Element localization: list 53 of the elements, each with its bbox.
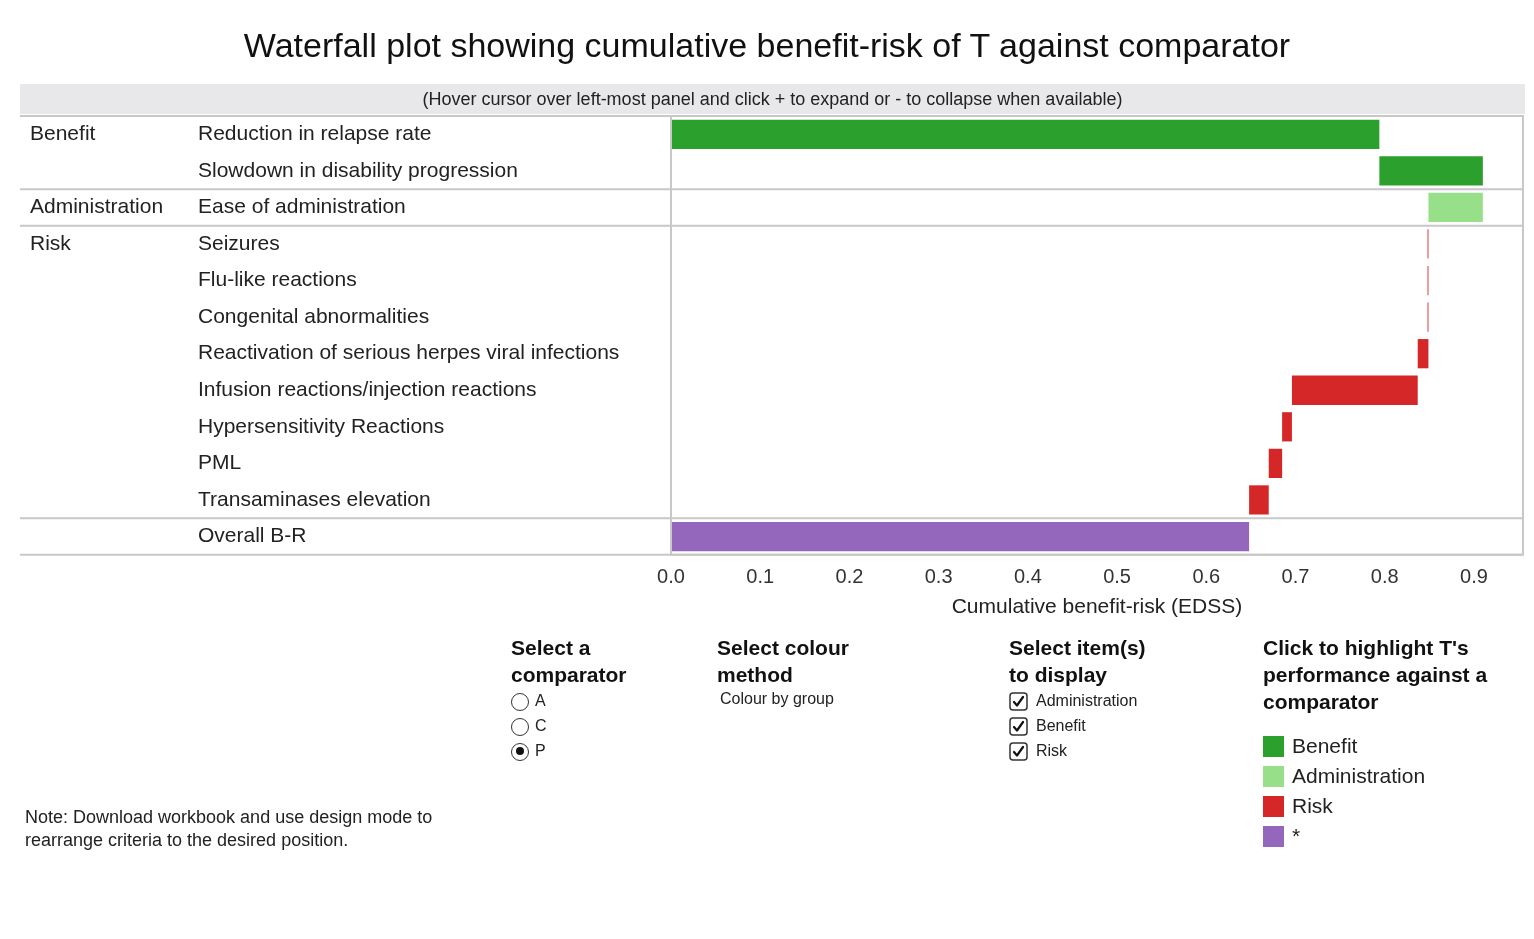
bar <box>671 119 1380 149</box>
y-tick-label: Infusion reactions/injection reactions <box>198 377 537 401</box>
text: Note: Download workbook and use design mode to rearrange criteria to the desired position. <box>25 806 434 852</box>
text: C <box>534 716 548 736</box>
bar <box>1379 156 1483 186</box>
text: Administration <box>1035 691 1139 711</box>
y-tick-label: Slowdown in disability progression <box>198 157 518 181</box>
x-tick-label: 0.9 <box>1460 565 1488 588</box>
x-tick-label: 0.6 <box>1192 565 1221 588</box>
text: P <box>534 741 547 761</box>
x-tick-label: 0.2 <box>835 565 864 588</box>
y-tick-label: Transaminases elevation <box>198 486 431 510</box>
legend-title: Click to highlight T's performance against a comparator <box>1263 635 1489 715</box>
text: Benefit <box>30 121 96 145</box>
x-tick-label: 0.5 <box>1103 565 1131 588</box>
bar <box>1291 375 1418 405</box>
text: Colour by group <box>720 690 835 708</box>
text: Select item(s) to display <box>1009 635 1147 688</box>
legend-label: * <box>1292 824 1301 848</box>
chart-subtitle: (Hover cursor over left-most panel and click + to expand or - to collapse when available) <box>20 84 1525 114</box>
text: Benefit <box>1035 716 1087 736</box>
y-tick-label: Hypersensitivity Reactions <box>198 413 445 437</box>
bar <box>671 521 1250 552</box>
bar <box>1428 192 1483 223</box>
y-tick-label: PML <box>198 450 242 474</box>
chart-title: Waterfall plot showing cumulative benefit-risk of T against comparator <box>242 26 1292 65</box>
bar <box>1268 448 1283 479</box>
text: Select a comparator <box>511 635 628 688</box>
legend-label: Administration <box>1292 764 1426 788</box>
y-tick-label: Reduction in relapse rate <box>198 121 432 145</box>
text: Select colour method <box>717 635 850 688</box>
bar <box>1249 485 1269 515</box>
y-tick-label: Seizures <box>198 230 280 254</box>
text: Risk <box>1035 741 1069 761</box>
x-tick-label: 0.8 <box>1370 565 1399 588</box>
bar <box>1282 412 1292 442</box>
text: A <box>534 691 547 711</box>
x-tick-label: 0.1 <box>746 565 775 588</box>
y-tick-label: Flu-like reactions <box>198 267 357 291</box>
y-tick-label: Congenital abnormalities <box>198 303 430 327</box>
y-tick-label: Ease of administration <box>198 194 406 218</box>
text: Administration <box>30 194 164 218</box>
x-tick-label: 0.3 <box>924 565 953 588</box>
legend-label: Benefit <box>1292 734 1358 758</box>
x-axis-title: Cumulative benefit-risk (EDSS) <box>951 594 1243 618</box>
legend-label: Risk <box>1292 794 1333 818</box>
x-tick-label: 0.4 <box>1013 565 1042 588</box>
bar <box>1417 339 1429 369</box>
x-tick-label: 0.7 <box>1281 565 1310 588</box>
text: Risk <box>30 230 72 254</box>
x-tick-label: 0.0 <box>657 565 685 588</box>
y-tick-label: Reactivation of serious herpes viral infections <box>198 340 620 364</box>
y-tick-label: Overall B-R <box>198 523 307 547</box>
